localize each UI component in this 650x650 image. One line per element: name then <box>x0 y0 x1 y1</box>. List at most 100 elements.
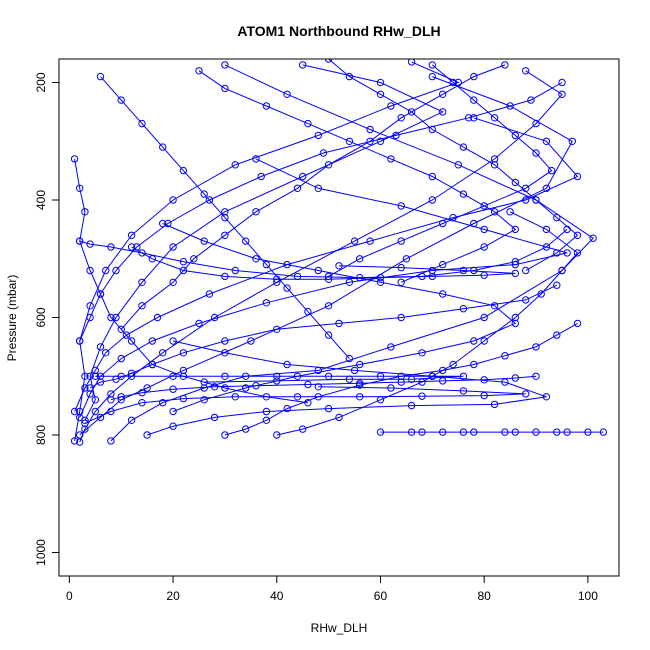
data-point <box>169 196 177 204</box>
data-point <box>418 272 426 281</box>
data-point <box>490 208 499 216</box>
data-point <box>522 296 530 304</box>
data-point <box>470 337 478 345</box>
data-point <box>273 377 281 385</box>
data-point <box>70 407 79 416</box>
data-point <box>200 396 208 404</box>
data-point <box>428 196 436 204</box>
profile-line-10 <box>84 386 526 424</box>
data-point <box>205 290 214 298</box>
data-point <box>532 343 540 351</box>
data-point <box>459 190 468 198</box>
data-point <box>102 349 110 357</box>
data-point <box>480 337 488 345</box>
data-point <box>70 155 79 163</box>
data-point <box>464 114 473 122</box>
data-point <box>480 243 488 251</box>
profile-line-15 <box>89 284 558 389</box>
x-tick-label: 60 <box>374 589 388 603</box>
data-point <box>397 237 405 245</box>
data-point <box>221 431 229 439</box>
data-point <box>169 407 177 416</box>
data-point <box>179 372 188 380</box>
data-point <box>221 349 229 357</box>
data-point <box>397 202 405 210</box>
data-point <box>356 255 364 263</box>
data-point <box>584 428 592 436</box>
data-point <box>112 266 120 275</box>
data-point <box>439 366 447 375</box>
profile-line-18 <box>328 59 579 271</box>
data-point <box>376 428 385 436</box>
data-point <box>96 72 105 81</box>
data-point <box>324 302 333 310</box>
data-point <box>117 354 125 363</box>
data-point <box>91 407 100 416</box>
data-point <box>376 78 385 87</box>
data-point <box>490 161 499 169</box>
data-point <box>169 243 177 251</box>
data-point <box>480 225 488 234</box>
data-point <box>112 313 120 322</box>
data-point <box>293 184 302 193</box>
data-point <box>418 428 426 436</box>
data-point <box>262 407 271 416</box>
data-point <box>117 325 125 333</box>
data-point <box>200 190 208 198</box>
data-point <box>542 137 551 146</box>
data-point <box>314 393 322 401</box>
data-point <box>164 219 172 228</box>
data-point <box>138 119 146 128</box>
data-point <box>356 379 364 387</box>
x-axis-label: RHw_DLH <box>311 621 368 635</box>
data-point <box>428 125 436 134</box>
data-point <box>76 237 84 245</box>
data-point <box>470 266 478 275</box>
data-point <box>449 360 457 369</box>
data-point <box>195 67 203 75</box>
data-point <box>252 382 260 390</box>
data-point <box>179 349 188 357</box>
data-point <box>428 172 436 181</box>
data-point <box>231 161 240 169</box>
y-axis-label: Pressure (mbar) <box>5 275 19 362</box>
data-point <box>127 231 136 240</box>
data-point <box>397 378 405 386</box>
data-point <box>501 352 509 360</box>
data-point <box>283 284 291 292</box>
data-point <box>511 258 519 266</box>
y-tick-label: 600 <box>34 307 48 327</box>
data-point <box>159 219 167 228</box>
data-point <box>511 131 519 140</box>
data-point <box>179 166 188 175</box>
profile-line-22 <box>79 229 568 279</box>
data-point <box>86 240 94 248</box>
data-point <box>283 260 291 269</box>
data-point <box>324 161 333 169</box>
data-point <box>376 90 385 99</box>
data-point <box>112 375 120 383</box>
data-point <box>449 78 457 87</box>
data-point <box>522 266 530 275</box>
data-point <box>169 422 177 430</box>
data-point <box>506 208 514 216</box>
data-point <box>314 131 322 140</box>
x-tick-label: 80 <box>478 589 492 603</box>
data-point <box>179 258 188 266</box>
data-point <box>439 219 447 228</box>
data-point <box>304 307 312 316</box>
profile-line-1 <box>79 70 563 443</box>
data-point <box>407 401 416 410</box>
data-point <box>511 428 519 436</box>
data-point <box>542 184 551 193</box>
data-point <box>558 90 566 99</box>
data-point <box>490 400 499 409</box>
data-point <box>459 305 468 313</box>
data-point <box>345 354 354 363</box>
data-point <box>335 319 343 328</box>
data-point <box>470 114 478 122</box>
data-point <box>480 271 488 279</box>
data-point <box>299 425 307 433</box>
data-point <box>407 108 416 116</box>
data-point <box>324 272 333 281</box>
